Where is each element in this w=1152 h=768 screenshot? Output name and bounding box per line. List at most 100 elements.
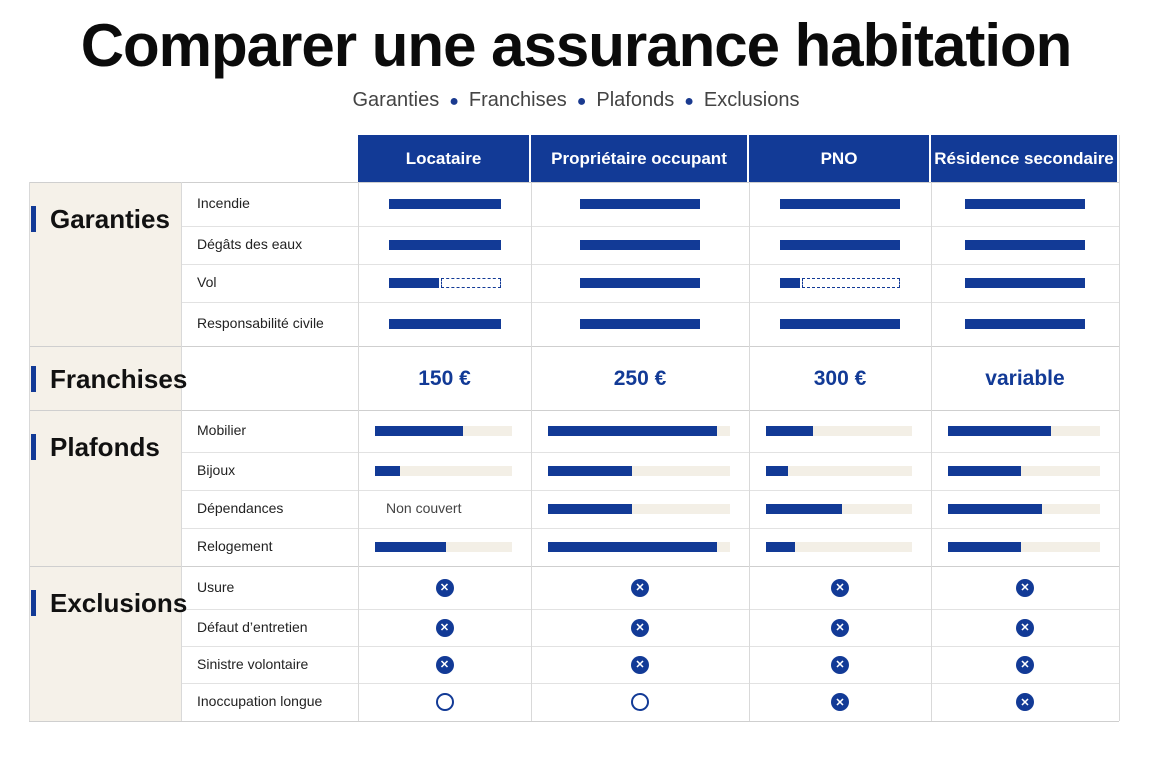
subtitle-item: Exclusions — [703, 89, 800, 111]
row-divider — [181, 490, 1119, 491]
franchise-value: 250 € — [613, 367, 667, 390]
ceiling-track — [948, 466, 1100, 476]
ceiling-fill — [548, 504, 632, 514]
coverage-bar — [780, 199, 900, 209]
row-label: Dépendances — [197, 500, 284, 516]
row-label: Mobilier — [197, 422, 247, 438]
column-divider — [1119, 182, 1120, 721]
column-header-2: Propriétaire occupant — [531, 135, 747, 182]
row-divider — [181, 683, 1119, 684]
x-circle-icon: ✕ — [1016, 693, 1034, 711]
ceiling-fill — [766, 504, 842, 514]
ceiling-track — [948, 504, 1100, 514]
bullet-icon: ● — [449, 93, 459, 110]
row-divider — [181, 226, 1119, 227]
column-divider — [749, 182, 750, 721]
franchise-value: 150 € — [418, 367, 471, 390]
coverage-bar — [580, 319, 700, 329]
coverage-bar — [780, 278, 800, 288]
row-divider — [181, 302, 1119, 303]
ceiling-track — [766, 504, 912, 514]
empty-circle-icon — [435, 693, 454, 711]
ceiling-track — [548, 426, 730, 436]
coverage-bar — [965, 278, 1085, 288]
row-divider — [181, 609, 1119, 610]
page-title: Comparer une assurance habitation — [80, 12, 1073, 79]
ceiling-track — [766, 542, 912, 552]
column-divider — [29, 182, 30, 721]
coverage-gap — [802, 278, 900, 288]
coverage-bar — [388, 240, 501, 250]
row-divider — [29, 346, 1119, 347]
franchise-value: 300 € — [813, 367, 867, 390]
coverage-bar — [388, 278, 439, 288]
coverage-bar — [780, 240, 900, 250]
coverage-bar — [965, 199, 1085, 209]
ceiling-fill — [948, 542, 1021, 552]
column-divider — [358, 182, 359, 721]
ceiling-track — [548, 466, 730, 476]
row-label: Dégâts des eaux — [197, 236, 303, 252]
x-circle-icon: ✕ — [1016, 618, 1034, 637]
row-divider — [29, 566, 1119, 567]
ceiling-track — [948, 542, 1100, 552]
subtitle-item: Garanties — [352, 89, 440, 111]
coverage-bar — [580, 278, 700, 288]
row-label: Inoccupation longue — [197, 693, 323, 709]
ceiling-fill — [766, 542, 795, 552]
non-covered-label: Non couvert — [386, 500, 462, 516]
column-header-3: PNO — [749, 135, 929, 182]
row-label: Sinistre volontaire — [197, 655, 309, 672]
ceiling-fill — [548, 542, 717, 552]
row-label: Usure — [197, 578, 235, 595]
x-circle-icon: ✕ — [631, 655, 649, 674]
ceiling-track — [548, 504, 730, 514]
x-circle-icon: ✕ — [435, 655, 454, 674]
row-divider — [181, 452, 1119, 453]
ceiling-fill — [948, 504, 1042, 514]
coverage-bar — [965, 319, 1085, 329]
x-circle-icon: ✕ — [631, 618, 649, 637]
column-divider — [931, 182, 932, 721]
ceiling-track — [375, 426, 512, 436]
row-label: Bijoux — [197, 462, 236, 478]
ceiling-track — [948, 426, 1100, 436]
x-circle-icon: ✕ — [831, 618, 849, 637]
x-circle-icon: ✕ — [631, 578, 649, 597]
ceiling-track — [548, 542, 730, 552]
column-header-1: Locataire — [358, 135, 529, 182]
column-header-4: Résidence secondaire — [931, 135, 1117, 182]
ceiling-track — [375, 542, 512, 552]
coverage-bar — [965, 240, 1085, 250]
x-circle-icon: ✕ — [831, 655, 849, 674]
ceiling-fill — [548, 426, 717, 436]
section-label-plafonds: Plafonds — [31, 434, 160, 460]
row-label: Relogement — [197, 538, 273, 554]
bullet-icon: ● — [684, 93, 694, 110]
x-circle-icon: ✕ — [435, 578, 454, 597]
coverage-bar — [388, 319, 501, 329]
section-label-franchises: Franchises — [31, 366, 187, 392]
section-label-exclusions: Exclusions — [31, 590, 187, 616]
ceiling-track — [375, 466, 512, 476]
ceiling-fill — [766, 466, 788, 476]
sidebar-background — [29, 182, 181, 721]
x-circle-icon: ✕ — [831, 693, 849, 711]
coverage-bar — [780, 319, 900, 329]
ceiling-fill — [548, 466, 632, 476]
column-divider — [181, 182, 182, 721]
section-label-garanties: Garanties — [31, 206, 170, 232]
ceiling-fill — [766, 426, 813, 436]
row-label: Incendie — [197, 195, 250, 211]
row-divider — [181, 646, 1119, 647]
x-circle-icon: ✕ — [1016, 578, 1034, 597]
row-divider — [29, 410, 1119, 411]
franchise-value: variable — [985, 367, 1065, 390]
ceiling-fill — [948, 426, 1051, 436]
subtitle-item: Franchises — [468, 89, 567, 111]
ceiling-fill — [948, 466, 1021, 476]
x-circle-icon: ✕ — [831, 578, 849, 597]
subtitle: Garanties ● Franchises ● Plafonds ● Exclusions — [0, 86, 1152, 116]
subtitle-item: Plafonds — [596, 89, 675, 111]
column-divider — [1119, 135, 1120, 182]
